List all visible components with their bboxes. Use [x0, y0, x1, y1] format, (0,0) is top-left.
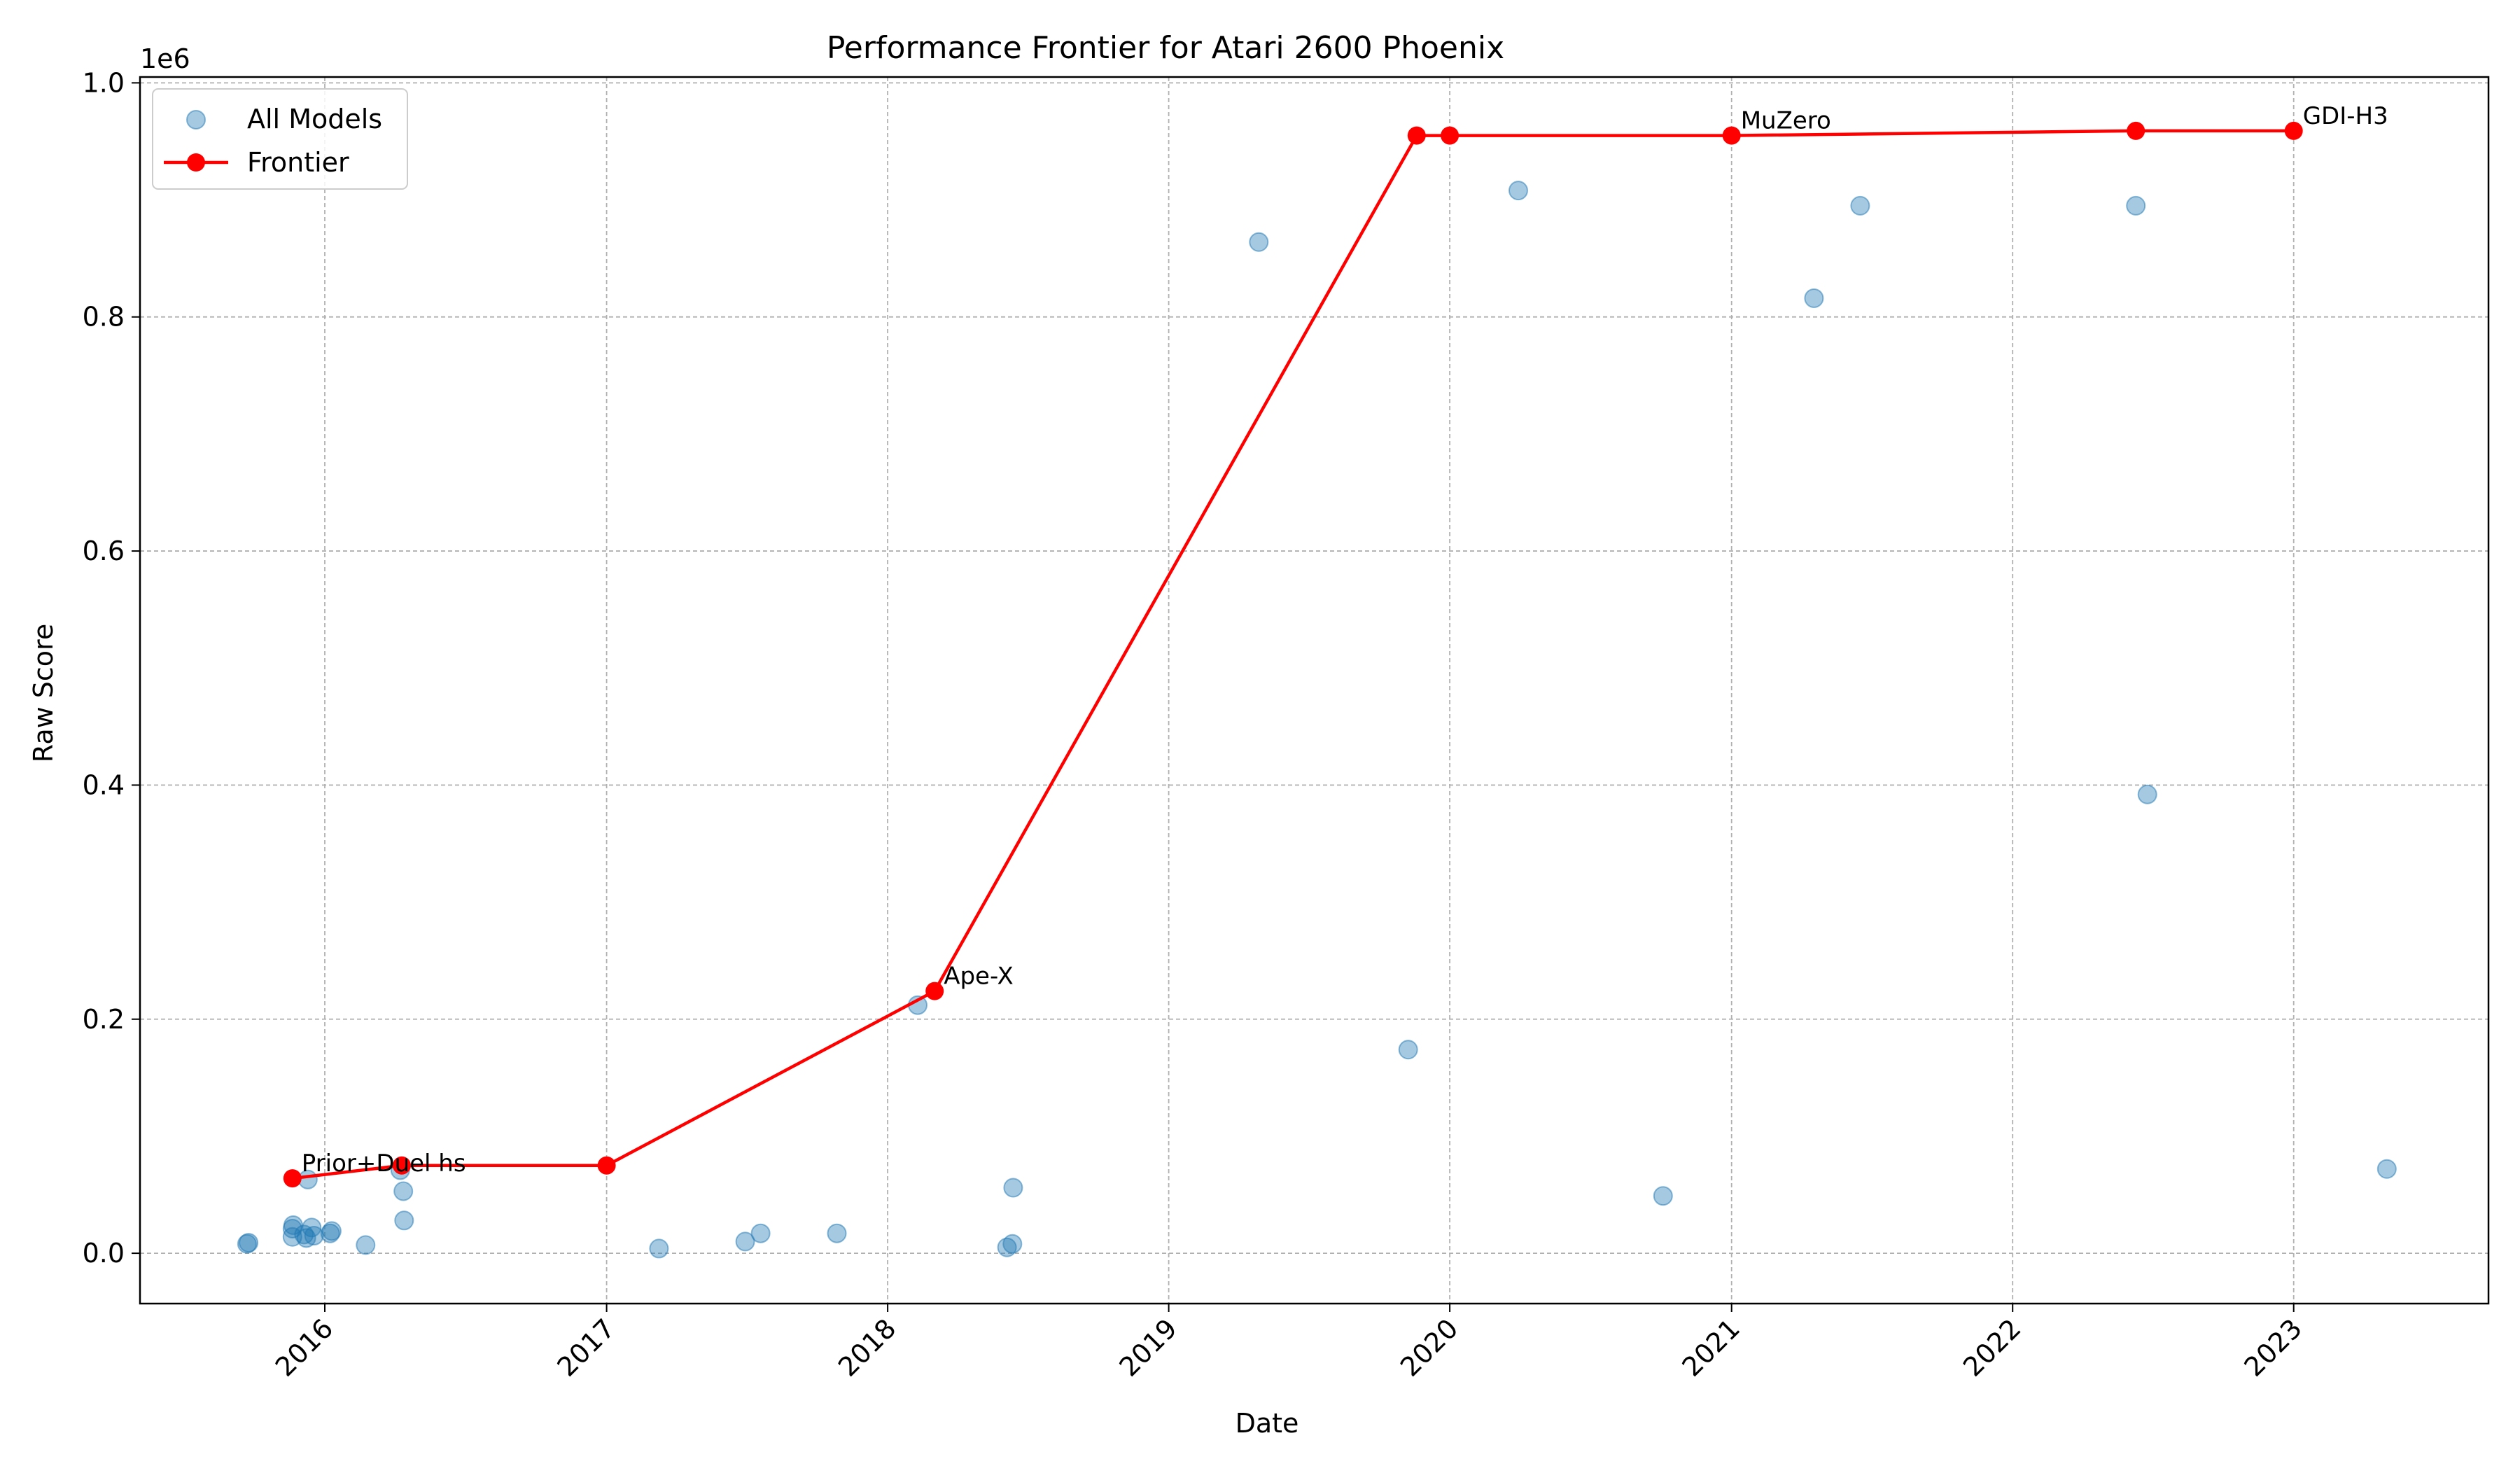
y-tick-label: 0.4 [83, 769, 125, 800]
all-models-point [2376, 1159, 2397, 1179]
y-tick-label: 0.0 [83, 1238, 125, 1269]
frontier-point [2284, 121, 2303, 140]
frontier-series [283, 121, 2303, 1188]
all-models-point [750, 1223, 771, 1243]
frontier-point [1407, 126, 1426, 145]
frontier-point [1441, 126, 1460, 145]
all-models-point [2126, 195, 2146, 216]
frontier-point [2127, 121, 2146, 140]
y-tick-label: 0.8 [83, 302, 125, 333]
frontier-point [283, 1169, 302, 1188]
legend: All Models Frontier [152, 88, 408, 190]
all-models-series [237, 181, 2397, 1259]
all-models-point [649, 1238, 669, 1259]
chart-title: Performance Frontier for Atari 2600 Phoe… [827, 30, 1504, 66]
all-models-point [356, 1235, 376, 1255]
all-models-point [1508, 181, 1528, 201]
frontier-point [925, 982, 944, 1000]
all-models-point [1002, 1234, 1023, 1254]
plot-frame [139, 76, 2490, 1305]
all-models-point [827, 1223, 847, 1243]
frontier-point [597, 1156, 616, 1175]
all-models-point [393, 1181, 414, 1201]
all-models-point [296, 1228, 316, 1248]
y-tick-label: 1.0 [83, 67, 125, 98]
all-models-point [735, 1231, 755, 1252]
all-models-point [2137, 784, 2157, 804]
grid [140, 77, 2488, 1304]
frontier-point [393, 1156, 411, 1175]
x-axis-label: Date [1236, 1408, 1299, 1439]
legend-frontier-label: Frontier [247, 147, 349, 178]
y-tick-label: 0.6 [83, 536, 125, 566]
all-models-point [294, 1224, 314, 1245]
all-models-point [304, 1226, 324, 1246]
annotation-label: Ape-X [944, 963, 1014, 991]
all-models-point [1249, 232, 1269, 252]
y-tick-label: 0.2 [83, 1004, 125, 1035]
all-models-point [321, 1221, 342, 1241]
y-axis-offset-label: 1e6 [140, 43, 190, 74]
annotation-label: GDI-H3 [2303, 102, 2388, 130]
annotation-label: MuZero [1741, 107, 1831, 135]
all-models-point [239, 1233, 259, 1253]
legend-all-models-marker [186, 110, 206, 130]
y-axis-label: Raw Score [28, 624, 59, 762]
legend-all-models-label: All Models [247, 104, 382, 134]
annotations: Prior+Duel hs Ape-X MuZero GDI-H3 [302, 102, 2388, 1178]
annotation-label: Prior+Duel hs [302, 1150, 466, 1178]
all-models-point [1653, 1186, 1673, 1206]
all-models-point [1850, 195, 1870, 216]
all-models-point [997, 1237, 1017, 1257]
legend-frontier-marker [187, 153, 205, 172]
all-models-point [1398, 1040, 1418, 1060]
all-models-point [1804, 288, 1824, 308]
frontier-point [1722, 126, 1741, 145]
all-models-point [1003, 1178, 1023, 1198]
all-models-point [394, 1210, 414, 1231]
all-models-point [237, 1234, 257, 1254]
